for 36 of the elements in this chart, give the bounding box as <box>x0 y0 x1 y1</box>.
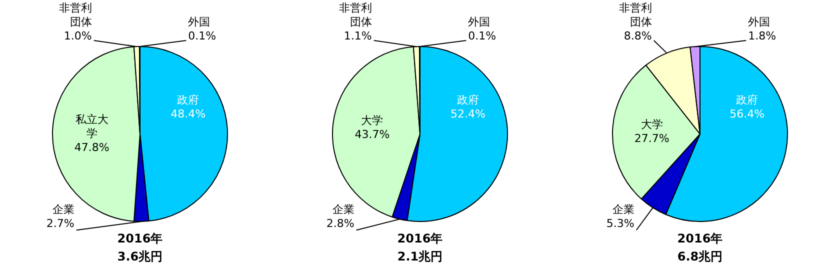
data-label: 2.8% <box>326 216 354 230</box>
slice-label: 非営利団体 <box>338 1 372 28</box>
data-label: 1.0% <box>64 29 92 42</box>
slice-label: 政府 <box>456 94 479 107</box>
slice-label: 非営利団体 <box>58 1 92 28</box>
data-label: 47.8% <box>74 140 110 154</box>
slice-label: 企業 <box>332 202 354 216</box>
data-label: 0.1% <box>188 29 216 42</box>
data-label: 5.3% <box>606 216 634 230</box>
text: 2016年 <box>117 232 163 246</box>
data-label: 43.7% <box>354 128 390 141</box>
data-label: 27.7% <box>634 132 670 146</box>
data-label: 48.4% <box>170 108 206 121</box>
text: 2016年 <box>677 232 723 246</box>
slice-label: 政府 <box>177 94 200 107</box>
slice-label: 大学 <box>361 114 384 127</box>
slice-label: 外国 <box>188 15 210 28</box>
slice-label: 外国 <box>468 15 490 28</box>
slice-label: 政府 <box>736 94 758 107</box>
text: 6.8兆円 <box>677 250 723 264</box>
slice-label: 企業 <box>52 202 74 216</box>
slice-label: 外国 <box>748 15 770 28</box>
slice-label: 非営利団体 <box>618 1 652 28</box>
data-label: 0.1% <box>468 29 496 42</box>
data-label: 56.4% <box>730 108 765 121</box>
slice-label: 私立大学 <box>75 112 108 140</box>
data-label: 8.8% <box>624 29 652 42</box>
slice-label: 大学 <box>640 118 663 132</box>
data-label: 2.7% <box>46 216 74 230</box>
data-label: 1.1% <box>344 29 372 42</box>
text: 2.1兆円 <box>397 250 443 264</box>
text: 3.6兆円 <box>117 250 163 264</box>
data-label: 1.8% <box>748 29 776 42</box>
data-label: 52.4% <box>450 108 486 121</box>
text: 2016年 <box>397 232 443 246</box>
slice-label: 企業 <box>612 202 634 216</box>
